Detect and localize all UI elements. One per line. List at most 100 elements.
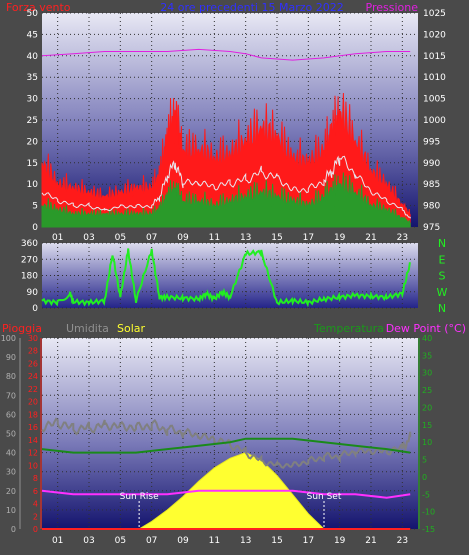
avg-wind-line [41, 155, 411, 219]
x-tick-label: 03 [83, 536, 94, 546]
temperature-header-label: Temperatura [313, 322, 384, 335]
direction-panel-grid [42, 242, 418, 309]
rain-tick-label: 24 [28, 372, 38, 381]
y-right-tick-label: 1000 [423, 116, 446, 126]
wind-panel-series [41, 48, 411, 228]
y-right-tick-label: 1010 [423, 73, 446, 83]
wind-direction-line [41, 248, 411, 308]
temperature-tick-label: 5 [422, 456, 427, 465]
humidity-tick-label: 50 [6, 430, 16, 439]
temperature-line [41, 437, 411, 454]
temperature-tick-label: -10 [422, 508, 435, 517]
x-tick-label: 19 [334, 536, 346, 546]
humidity-tick-label: 0 [11, 525, 16, 534]
y-right-tick-label: 990 [423, 159, 440, 169]
rain-tick-label: 2 [33, 512, 38, 521]
humidity-header-label: Umidita [66, 322, 109, 335]
rain-header-label: Pioggia [2, 322, 42, 335]
humidity-tick-label: 40 [6, 449, 16, 458]
direction-panel-series [41, 248, 411, 308]
temperature-tick-label: 20 [422, 403, 432, 412]
rain-tick-label: 12 [28, 449, 38, 458]
y-right-tick-label: 1020 [423, 30, 446, 40]
temperature-tick-label: 25 [422, 386, 432, 395]
humidity-tick-label: 70 [6, 391, 16, 400]
x-tick-label: 23 [397, 536, 408, 546]
x-tick-label: 05 [115, 536, 126, 546]
y-right-tick-label: 985 [423, 180, 440, 190]
direction-tick-label: 180 [21, 272, 38, 282]
temperature-tick-label: 10 [422, 438, 432, 447]
weather-panel-series [41, 417, 412, 530]
x-tick-label: 17 [303, 233, 314, 243]
compass-tick-label: S [439, 270, 446, 283]
rain-tick-label: 22 [28, 385, 38, 394]
y-left-tick-label: 0 [32, 223, 38, 233]
humidity-tick-label: 60 [6, 410, 16, 419]
dewpoint-line [41, 489, 411, 499]
weather-panel-axes: 0102030405060708090100024681012141618202… [1, 334, 435, 546]
temperature-tick-label: 0 [422, 473, 427, 482]
x-tick-label: 01 [52, 233, 63, 243]
wind-header-label: Forza vento [6, 1, 71, 14]
y-right-tick-label: 1005 [423, 95, 446, 105]
temperature-tick-label: -5 [422, 490, 430, 499]
rain-tick-label: 10 [28, 461, 38, 470]
humidity-tick-label: 10 [6, 506, 16, 515]
direction-tick-label: 0 [32, 304, 38, 314]
rain-tick-label: 18 [28, 410, 38, 419]
direction-tick-label: 90 [27, 288, 39, 298]
y-left-tick-label: 40 [27, 52, 39, 62]
pressure-header-label: Pressione [366, 1, 419, 14]
rain-tick-label: 28 [28, 347, 38, 356]
compass-tick-label: E [439, 253, 446, 266]
wind-force-area [41, 172, 411, 228]
y-left-tick-label: 5 [32, 202, 38, 212]
y-right-tick-label: 975 [423, 223, 440, 233]
rain-tick-label: 30 [28, 334, 38, 343]
rain-tick-label: 6 [33, 487, 38, 496]
humidity-tick-label: 100 [1, 334, 16, 343]
temperature-tick-label: -15 [422, 525, 435, 534]
sun-rise-label: Sun Rise [120, 492, 159, 502]
humidity-tick-label: 90 [6, 353, 16, 362]
x-tick-label: 05 [115, 233, 126, 243]
y-left-tick-label: 25 [27, 116, 38, 126]
solar-header-label: Solar [117, 322, 146, 335]
rain-tick-label: 20 [28, 398, 38, 407]
period-header-label: 24 ore precedenti 15 Marzo 2022 [160, 1, 343, 14]
x-tick-label: 03 [83, 233, 94, 243]
x-tick-label: 11 [209, 233, 220, 243]
y-left-tick-label: 15 [27, 159, 38, 169]
temperature-tick-label: 35 [422, 351, 432, 360]
compass-tick-label: N [438, 302, 446, 315]
rain-tick-label: 8 [33, 474, 38, 483]
y-left-tick-label: 10 [27, 180, 39, 190]
humidity-tick-label: 20 [6, 487, 16, 496]
rain-tick-label: 0 [33, 525, 38, 534]
x-tick-label: 15 [271, 536, 282, 546]
y-right-tick-label: 980 [423, 202, 440, 212]
y-left-tick-label: 45 [27, 30, 38, 40]
y-right-tick-label: 1015 [423, 52, 446, 62]
humidity-tick-label: 30 [6, 468, 16, 477]
x-tick-label: 11 [209, 536, 220, 546]
direction-tick-label: 360 [21, 239, 38, 249]
y-right-tick-label: 1025 [423, 9, 446, 19]
compass-tick-label: W [437, 286, 448, 299]
y-left-tick-label: 20 [27, 137, 39, 147]
x-tick-label: 17 [303, 536, 314, 546]
x-tick-label: 01 [52, 536, 63, 546]
wind-panel-axes: 0510152025303540455097598098599099510001… [27, 9, 447, 243]
x-tick-label: 13 [240, 536, 251, 546]
temperature-tick-label: 40 [422, 334, 432, 343]
pressure-line [41, 48, 411, 61]
dewpoint-header-label: Dew Point (°C) [386, 322, 466, 335]
x-tick-label: 13 [240, 233, 251, 243]
temperature-tick-label: 15 [422, 421, 432, 430]
compass-tick-label: N [438, 237, 446, 250]
x-tick-label: 07 [146, 536, 157, 546]
x-tick-label: 21 [365, 536, 376, 546]
